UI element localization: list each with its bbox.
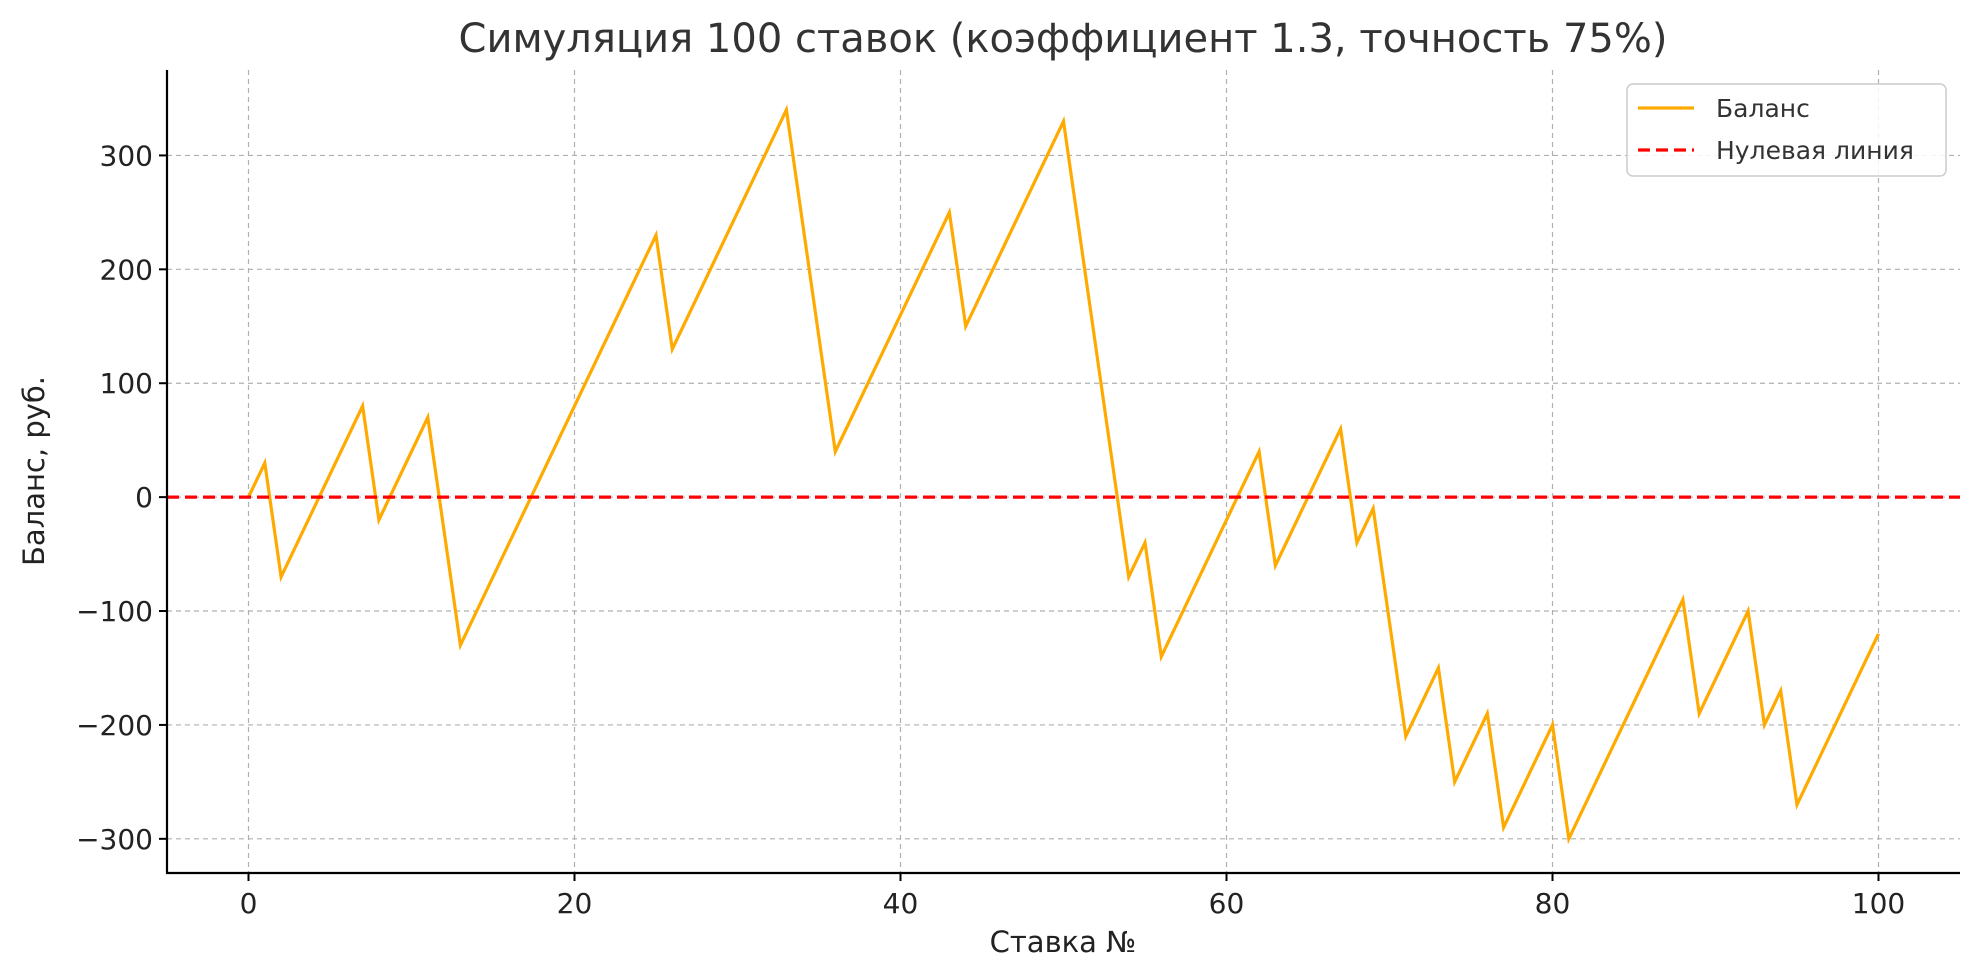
legend-label-zero-line: Нулевая линия: [1716, 136, 1914, 165]
legend-box: [1626, 83, 1947, 177]
y-tick-label: 0: [135, 481, 153, 514]
x-tick-label: 20: [557, 887, 593, 920]
legend: Баланс Нулевая линия: [1626, 83, 1947, 177]
x-tick-label: 80: [1535, 887, 1571, 920]
legend-label-balance: Баланс: [1716, 94, 1810, 123]
y-tick-label: −100: [76, 595, 153, 628]
y-tick-label: 200: [100, 253, 153, 286]
x-axis-ticks: 0 20 40 60 80 100: [240, 873, 1905, 920]
x-tick-label: 0: [240, 887, 258, 920]
y-tick-label: −300: [76, 823, 153, 856]
chart-title: Симуляция 100 ставок (коэффициент 1.3, т…: [459, 16, 1668, 62]
y-axis-label: Баланс, руб.: [17, 376, 51, 566]
x-tick-label: 100: [1852, 887, 1905, 920]
y-tick-label: −200: [76, 709, 153, 742]
y-tick-label: 300: [100, 139, 153, 172]
y-axis-ticks: −300 −200 −100 0 100 200 300: [76, 139, 167, 856]
x-tick-label: 60: [1209, 887, 1245, 920]
series-line-balance: [247, 104, 1880, 845]
x-axis-label: Ставка №: [990, 925, 1137, 959]
y-tick-label: 100: [100, 367, 153, 400]
axes: [165, 70, 1960, 875]
plot-area: [167, 104, 1960, 845]
x-tick-label: 40: [883, 887, 919, 920]
